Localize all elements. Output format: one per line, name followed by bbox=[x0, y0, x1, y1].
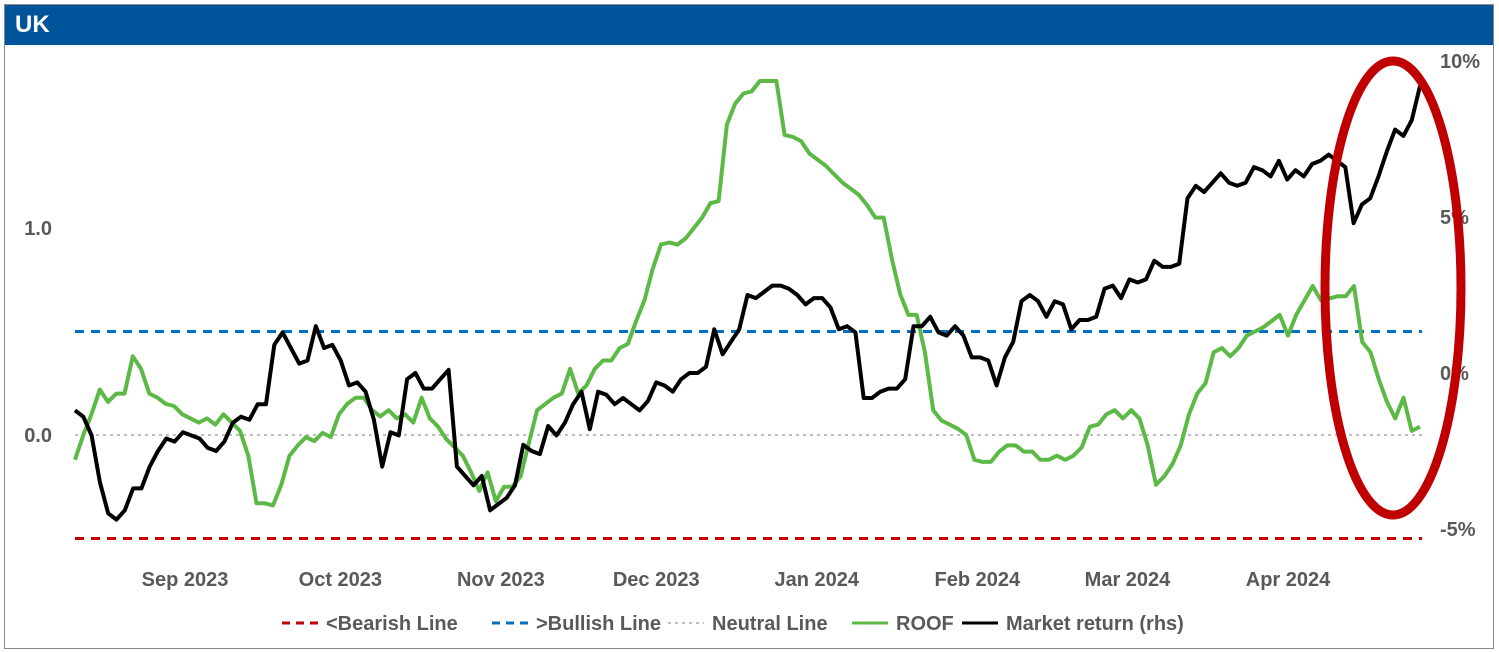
series-line-market-return bbox=[73, 85, 1422, 522]
chart-title: UK bbox=[15, 11, 50, 38]
left-tick-label: 0.0 bbox=[24, 425, 52, 447]
right-tick-label: 10% bbox=[1440, 51, 1480, 73]
x-tick-label: Oct 2023 bbox=[299, 569, 382, 591]
highlight-ellipse bbox=[1320, 56, 1466, 520]
chart-header: UK bbox=[5, 5, 1493, 45]
legend-label: Market return (rhs) bbox=[1006, 613, 1184, 635]
x-tick-label: Nov 2023 bbox=[457, 569, 545, 591]
x-tick-label: Mar 2024 bbox=[1085, 569, 1171, 591]
x-tick-label: Apr 2024 bbox=[1246, 569, 1331, 591]
highlight-ellipse-shape bbox=[1320, 56, 1466, 520]
legend-label: <Bearish Line bbox=[326, 613, 458, 635]
x-tick-label: Jan 2024 bbox=[775, 569, 860, 591]
legend-label: Neutral Line bbox=[712, 613, 828, 635]
right-tick-label: -5% bbox=[1440, 519, 1476, 541]
x-tick-label: Sep 2023 bbox=[142, 569, 229, 591]
x-axis-ticks: Sep 2023 Oct 2023 Nov 2023 Dec 2023 Jan 2024… bbox=[142, 569, 1331, 591]
left-tick-label: 1.0 bbox=[24, 218, 52, 240]
x-tick-label: Dec 2023 bbox=[613, 569, 700, 591]
left-axis-ticks: 1.0 0.0 bbox=[24, 218, 52, 447]
legend-label: >Bullish Line bbox=[536, 613, 661, 635]
series-line-roof bbox=[73, 79, 1421, 508]
x-tick-label: Feb 2024 bbox=[934, 569, 1020, 591]
legend-label: ROOF bbox=[896, 613, 954, 635]
series-lines bbox=[73, 79, 1422, 522]
legend: <Bearish Line >Bullish Line Neutral Line RO… bbox=[282, 613, 1184, 635]
reference-lines bbox=[75, 330, 1422, 540]
chart-frame: UK bbox=[4, 4, 1494, 649]
